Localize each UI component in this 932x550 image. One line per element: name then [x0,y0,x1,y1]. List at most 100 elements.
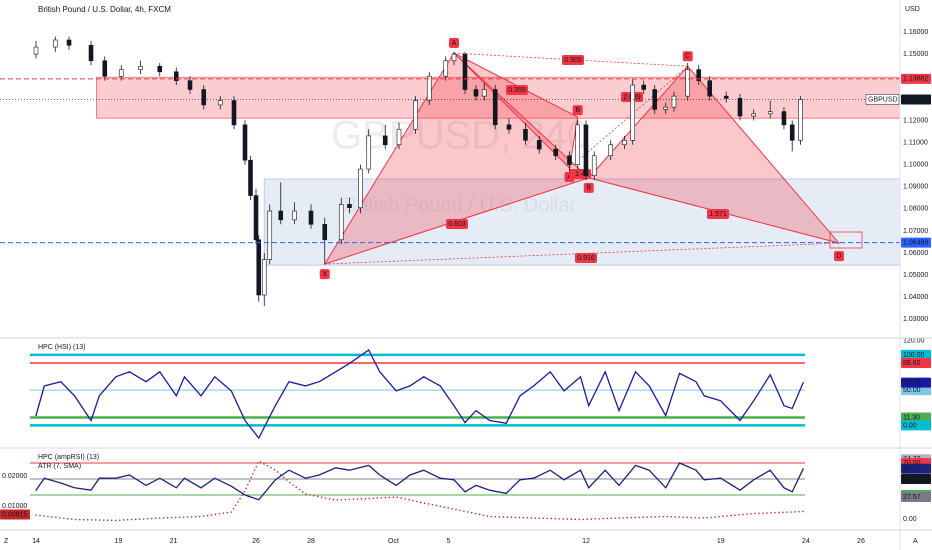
candle-body [608,144,614,157]
level-label-box [901,474,931,484]
candle-body [308,210,314,225]
pattern-point-label: B [586,185,591,192]
candle-body [157,65,163,73]
candle-body [413,100,418,130]
x-tick-label: 12 [582,538,590,545]
level-label-box [901,491,931,502]
ratio-box [575,253,597,263]
level-label: 100.00 [903,352,925,359]
watermark: GBPUSD, 240 [331,114,589,158]
candle-body [622,140,627,146]
candle-body [506,124,512,130]
y-tick-label: 1.04000 [903,294,928,301]
candle-body [553,148,559,157]
candle-body [492,89,498,126]
candle-body [481,89,487,97]
y-tick-label: 1.06000 [903,250,928,257]
candle-body [292,210,297,221]
level-label: 70.00 [903,460,921,467]
candle-body [217,100,223,106]
corner-left[interactable]: Z [4,538,9,545]
level-label-box [901,420,931,431]
last-value-label-box [901,463,931,474]
level-label: 50.00 [903,476,921,483]
x-tick-label: 21 [170,538,178,545]
y-tick-label: 1.03000 [903,316,928,323]
candle-body [567,155,572,165]
y-tick-label: 1.16000 [903,29,928,36]
last-value-label: 0.00815 [2,511,27,518]
pattern-point-box [319,269,330,280]
price-level-label-box [901,73,931,84]
x-tick-label: 19 [717,538,725,545]
corner-right[interactable]: A [913,538,918,545]
candle-body [278,210,284,221]
legend-entry: HPC (ampRSI) (13) [38,454,99,461]
x-tick-label: 19 [115,538,123,545]
pattern-point-label: X [322,271,327,278]
pattern-point-label: D [836,253,841,260]
level-label-box [901,412,931,423]
y2-tick-label: 0.01000 [2,503,27,510]
level-label-box [901,357,931,368]
legend-entry: HPC (HSI) (13) [38,344,85,351]
pattern-point-box [572,105,583,116]
candle-body [451,53,457,62]
candle-body [88,45,94,62]
candle-body [201,89,207,106]
candle-body [66,39,72,46]
currency: USD [905,6,920,13]
candle-body [366,135,372,170]
last-value-label-box [0,509,30,520]
series-line [35,459,804,522]
candle-body [256,239,262,296]
series-line [35,349,804,440]
pattern-point-box [682,51,693,62]
pattern-point-label: B [575,107,580,114]
target-box [829,231,863,249]
ratio-label: 0.916 [577,255,595,262]
y-tick-label: 1.11000 [903,139,928,146]
x-tick-label: 14 [32,538,40,545]
candle-body [396,128,402,146]
pattern-point-box [833,251,844,262]
ratio-label: 1.4 [575,171,585,178]
ratio-box [506,85,528,95]
y-tick-label: 1.10000 [903,161,928,168]
series-line [35,462,804,501]
candle-body [347,204,352,209]
chart-title: British Pound / U.S. Dollar, 4h, FXCM [38,5,171,14]
current-price-label-box [901,94,931,105]
y-tick-label: 1.15000 [903,51,928,58]
y-tick-label: 1.07000 [903,228,928,235]
ratio-label: 0.603 [448,221,466,228]
candle-body [253,195,259,241]
candle-body [33,46,39,55]
ratio-box [562,55,584,65]
candle-body [723,95,729,99]
pattern-point-box [448,38,459,49]
x-tick-label: 5 [447,538,451,545]
ratio-box [446,219,468,229]
candle-body [575,124,581,165]
symbol-box [865,94,900,105]
y-tick-label: 1.09000 [903,184,928,191]
level-label-box [901,349,931,360]
candle-body [173,71,179,81]
candle-body [443,60,449,77]
y-tick-label: 1.05000 [903,272,928,279]
x-tick-label: 26 [252,538,260,545]
last-value-label: 60.75 [903,379,921,386]
x-tick-label: Oct [388,538,399,545]
candle-body [641,84,647,90]
y-tick-label: 1.08000 [903,206,928,213]
candle-body [663,106,669,110]
candle-body [322,223,328,241]
candle-body [231,100,237,126]
candle-body [523,128,528,141]
candle-body [789,124,795,141]
ratio-label: 1.571 [709,211,727,218]
ratio-box [707,209,729,219]
